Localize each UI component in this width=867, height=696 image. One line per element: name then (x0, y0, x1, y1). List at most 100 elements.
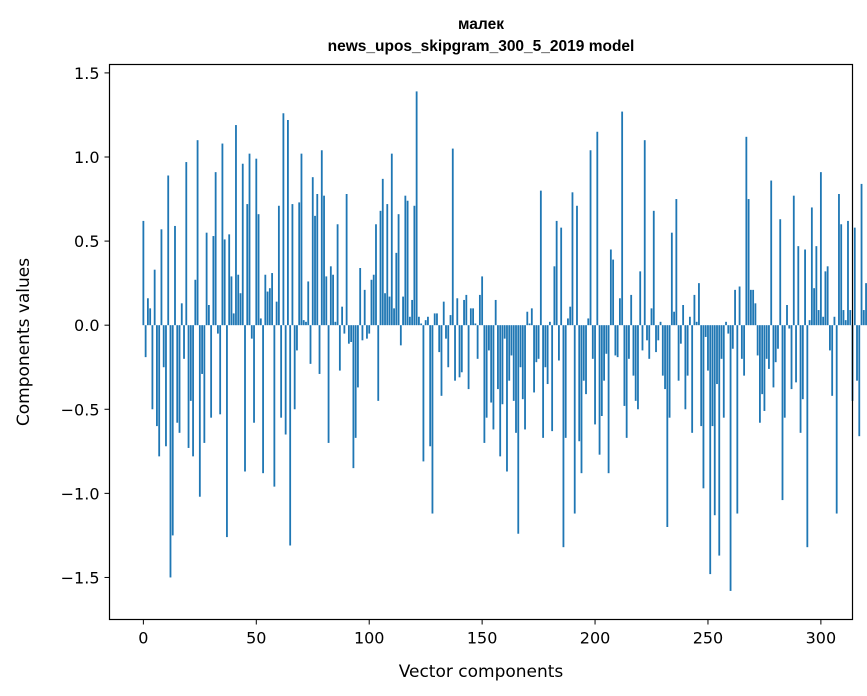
bar-185 (560, 227, 563, 326)
y-tick-label: −1.0 (61, 484, 100, 503)
bar-165 (515, 325, 517, 433)
bar-123 (420, 323, 423, 326)
bar-311 (844, 320, 847, 326)
bar-190 (571, 192, 574, 326)
bar-249 (704, 325, 707, 337)
bar-238 (679, 325, 682, 344)
bar-317 (858, 325, 861, 437)
bar-37 (226, 325, 228, 538)
bar-277 (768, 325, 770, 369)
bar-297 (813, 288, 816, 326)
bar-234 (670, 232, 673, 326)
bar-192 (576, 205, 578, 326)
bar-178 (544, 325, 547, 368)
bar-153 (488, 325, 490, 351)
bar-133 (442, 301, 445, 326)
bar-187 (564, 325, 567, 438)
bar-17 (180, 303, 183, 326)
bar-32 (214, 172, 217, 326)
bar-310 (842, 310, 845, 326)
bar-5 (153, 269, 156, 326)
bar-126 (427, 316, 429, 326)
x-tick-label: 300 (806, 629, 837, 648)
bar-11 (167, 175, 170, 326)
bar-259 (727, 325, 730, 334)
bar-58 (273, 325, 276, 487)
bar-180 (548, 321, 551, 326)
bar-304 (829, 325, 831, 351)
bar-294 (806, 325, 809, 548)
bar-4 (151, 325, 154, 410)
bar-221 (641, 325, 644, 351)
bar-6 (156, 325, 158, 427)
bar-80 (323, 195, 325, 326)
bar-288 (792, 195, 795, 326)
bar-63 (284, 325, 287, 435)
bar-316 (856, 325, 858, 381)
bar-160 (503, 325, 506, 339)
bar-91 (347, 325, 350, 344)
bar-285 (786, 305, 788, 326)
bar-34 (219, 325, 222, 415)
bar-68 (296, 325, 298, 351)
y-tick-label: −1.5 (61, 568, 100, 587)
bar-147 (474, 323, 477, 326)
bar-309 (840, 224, 843, 326)
y-tick-label: 1.5 (74, 64, 99, 83)
bar-7 (158, 325, 161, 457)
bar-181 (551, 325, 554, 432)
bar-93 (352, 325, 355, 469)
bar-104 (377, 325, 380, 401)
bar-172 (530, 308, 533, 326)
bar-105 (379, 210, 382, 326)
bar-28 (205, 232, 208, 326)
bar-289 (795, 325, 797, 383)
bar-3 (149, 308, 152, 326)
bar-100 (368, 325, 371, 334)
bar-219 (637, 325, 639, 410)
bar-179 (546, 325, 549, 385)
bar-208 (612, 259, 615, 326)
bar-239 (682, 305, 685, 326)
bar-295 (808, 320, 811, 326)
bar-197 (587, 318, 590, 326)
bar-60 (277, 205, 280, 326)
bar-202 (598, 325, 601, 455)
bar-90 (345, 194, 348, 326)
bar-278 (770, 180, 773, 326)
bar-66 (291, 204, 294, 326)
bar-173 (533, 325, 535, 393)
bar-24 (196, 140, 199, 326)
bar-131 (438, 325, 441, 353)
bar-107 (384, 293, 386, 326)
bar-191 (573, 325, 576, 514)
bar-319 (862, 310, 865, 326)
bar-70 (300, 153, 303, 326)
bar-161 (506, 325, 508, 472)
bar-154 (490, 325, 493, 403)
bar-228 (657, 325, 660, 341)
bar-263 (736, 325, 739, 514)
x-tick-label: 50 (246, 629, 266, 648)
bar-54 (264, 274, 267, 326)
bar-162 (508, 325, 511, 381)
bar-120 (413, 205, 416, 326)
bar-271 (754, 303, 757, 326)
bar-45 (244, 325, 246, 472)
bar-73 (307, 281, 310, 326)
bar-320 (865, 283, 867, 326)
chart-title-line2: news_upos_skipgram_300_5_2019 model (328, 38, 635, 55)
bar-139 (456, 298, 459, 326)
bar-22 (192, 325, 194, 457)
bar-38 (228, 234, 231, 326)
bar-189 (569, 306, 572, 326)
bar-29 (207, 305, 210, 326)
bar-163 (510, 325, 513, 356)
bar-222 (643, 140, 646, 326)
bar-266 (743, 325, 746, 376)
bar-42 (237, 274, 240, 326)
bar-121 (415, 91, 418, 326)
bar-217 (632, 325, 635, 376)
bar-128 (431, 325, 434, 514)
